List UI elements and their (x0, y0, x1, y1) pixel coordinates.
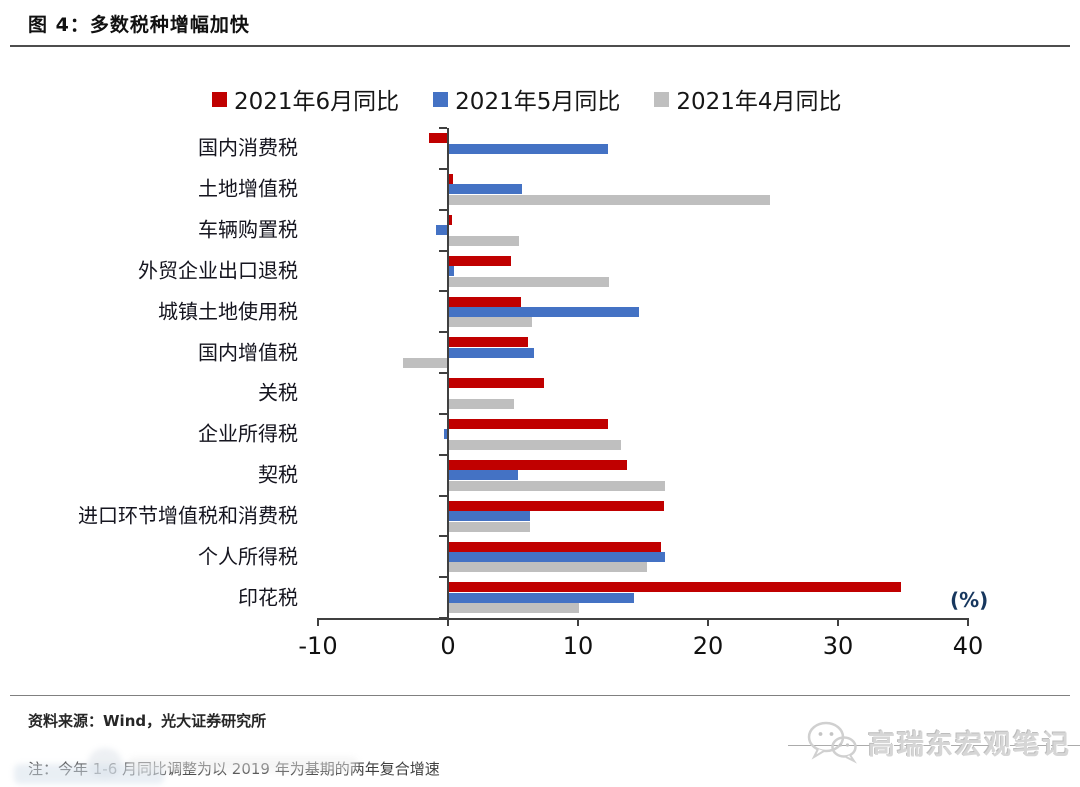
bar-may (449, 143, 608, 154)
y-axis-tick (439, 167, 447, 170)
bar-june (449, 174, 453, 185)
bar-may (449, 511, 530, 522)
category-label: 外贸企业出口退税 (138, 258, 298, 283)
x-tick-label: 0 (440, 632, 456, 660)
bar-april (449, 439, 621, 450)
bar-april (449, 480, 665, 491)
blurred-watermark (128, 757, 358, 772)
bar-june (449, 419, 608, 430)
bar-april (449, 562, 647, 573)
bar-may (436, 225, 448, 236)
y-axis-tick (439, 576, 447, 579)
x-axis-tick (577, 618, 579, 626)
x-axis-tick (707, 618, 709, 626)
y-axis-tick (439, 290, 447, 293)
bar-june (449, 582, 902, 593)
watermark-text: 高瑞东宏观笔记 (868, 729, 1071, 761)
bar-june (449, 541, 661, 552)
category-label: 土地增值税 (198, 176, 298, 201)
category-label: 契税 (258, 462, 298, 487)
y-axis-line (447, 128, 449, 618)
title-divider (10, 45, 1070, 47)
legend-label: 2021年5月同比 (455, 89, 621, 115)
x-tick-label: -10 (298, 632, 338, 660)
bar-april (449, 521, 530, 532)
y-axis-tick (439, 412, 447, 415)
category-label: 个人所得税 (198, 544, 298, 569)
bar-may (449, 266, 455, 277)
legend-swatch-april (654, 91, 670, 107)
x-axis-tick (837, 618, 839, 626)
y-axis-tick (439, 372, 447, 374)
bar-may (449, 306, 639, 317)
bar-june (449, 337, 529, 348)
bar-june (449, 296, 521, 307)
blurred-watermark (14, 764, 164, 784)
category-label: 车辆购置税 (198, 217, 298, 242)
y-axis-tick (439, 494, 447, 497)
bar-june (449, 459, 628, 470)
figure-title: 图 4：多数税种增幅加快 (28, 14, 250, 36)
bar-april (449, 235, 520, 246)
bar-april (449, 603, 579, 614)
x-axis-tick (317, 618, 319, 626)
bar-june (449, 214, 452, 225)
wechat-watermark: 高瑞东宏观笔记 (806, 720, 1071, 764)
bar-april (449, 194, 771, 205)
wechat-icon (807, 721, 857, 764)
y-axis-tick (439, 453, 447, 456)
watermark-divider (788, 745, 1080, 746)
axis-unit-label: (%) (950, 588, 989, 612)
category-label: 国内消费税 (198, 135, 298, 160)
x-axis-line (318, 618, 968, 620)
category-label: 国内增值税 (198, 340, 298, 365)
bar-april (402, 358, 448, 369)
source-text: 资料来源：Wind，光大证券研究所 (28, 712, 267, 730)
y-axis-tick (439, 331, 447, 334)
x-tick-label: 30 (822, 632, 854, 660)
bar-june (449, 500, 664, 511)
bar-may (449, 592, 634, 603)
bar-may (449, 470, 518, 481)
x-tick-label: 40 (952, 632, 984, 660)
category-label: 企业所得税 (198, 421, 298, 446)
bar-april (449, 399, 514, 409)
y-axis-tick (439, 249, 447, 252)
legend-item-april: 2021年4月同比 (654, 82, 842, 116)
bar-may (444, 429, 448, 440)
legend-swatch-may (433, 91, 449, 107)
bar-may (449, 551, 665, 562)
y-axis-tick (439, 127, 447, 129)
legend-item-may: 2021年5月同比 (433, 82, 620, 116)
footer-divider (10, 695, 1070, 696)
bar-june (449, 378, 544, 389)
bar-may (449, 184, 522, 195)
bar-may (449, 347, 534, 358)
x-axis-tick (967, 618, 969, 626)
bar-april (449, 276, 609, 287)
x-axis-tick (447, 618, 449, 626)
y-axis-tick (439, 535, 447, 538)
category-label: 印花税 (238, 585, 298, 610)
x-tick-label: 10 (562, 632, 594, 660)
y-axis-tick (439, 208, 447, 211)
legend-label: 2021年6月同比 (234, 89, 400, 115)
legend-label: 2021年4月同比 (676, 89, 842, 115)
legend-swatch-june (212, 91, 227, 107)
x-tick-label: 20 (692, 632, 724, 660)
category-label: 进口环节增值税和消费税 (78, 503, 298, 528)
category-label: 城镇土地使用税 (158, 299, 298, 324)
bar-june (449, 255, 512, 266)
legend-item-june: 2021年6月同比 (212, 82, 399, 116)
category-label: 关税 (258, 380, 298, 405)
bar-april (449, 317, 533, 328)
bar-june (428, 133, 448, 144)
chart-legend: 2021年6月同比 2021年5月同比 2021年4月同比 (212, 82, 842, 116)
